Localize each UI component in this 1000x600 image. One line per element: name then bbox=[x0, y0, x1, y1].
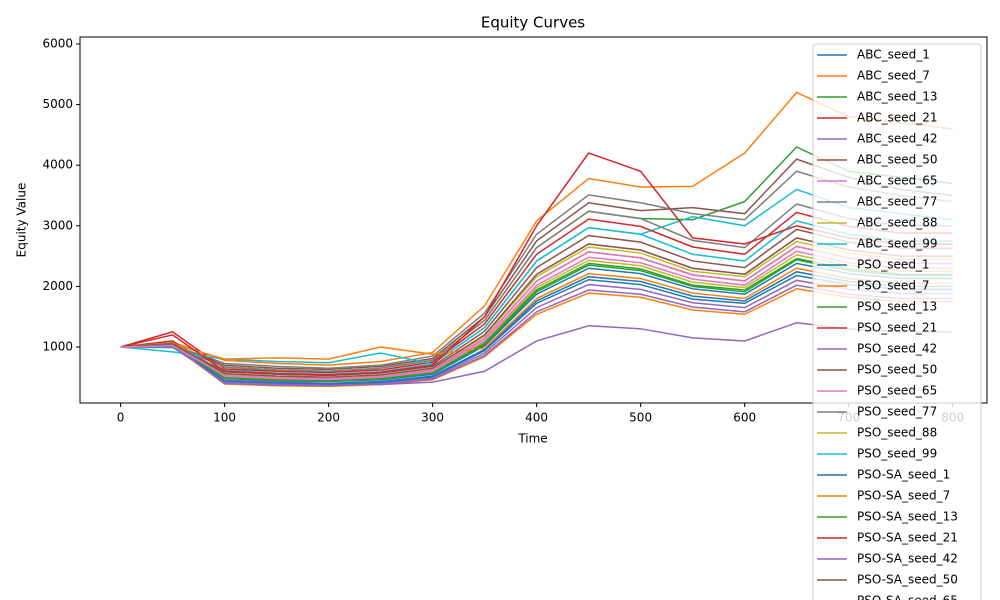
y-tick-label: 2000 bbox=[42, 279, 73, 293]
legend-label: PSO-SA_seed_21 bbox=[857, 531, 958, 545]
y-tick-label: 5000 bbox=[42, 97, 73, 111]
legend-label: PSO_seed_13 bbox=[857, 300, 937, 314]
x-tick-label: 400 bbox=[525, 411, 548, 425]
legend-label: PSO_seed_50 bbox=[857, 363, 937, 377]
legend-label: PSO_seed_7 bbox=[857, 279, 930, 293]
legend-label: PSO_seed_88 bbox=[857, 426, 937, 440]
legend-label: ABC_seed_50 bbox=[857, 153, 938, 167]
y-tick-label: 1000 bbox=[42, 340, 73, 354]
legend-label: ABC_seed_1 bbox=[857, 48, 930, 62]
legend-box bbox=[812, 43, 982, 600]
legend-label: PSO-SA_seed_50 bbox=[857, 573, 958, 587]
x-tick-label: 500 bbox=[629, 411, 652, 425]
x-axis-label: Time bbox=[517, 432, 547, 446]
legend-label: PSO_seed_65 bbox=[857, 384, 937, 398]
y-tick-label: 4000 bbox=[42, 158, 73, 172]
legend-label: PSO-SA_seed_13 bbox=[857, 510, 958, 524]
legend-label: PSO_seed_21 bbox=[857, 321, 937, 335]
y-tick-label: 3000 bbox=[42, 218, 73, 232]
y-axis-label: Equity Value bbox=[15, 183, 29, 258]
x-tick-label: 600 bbox=[733, 411, 756, 425]
legend: ABC_seed_1 ABC_seed_7 ABC_seed_13 ABC_seed_… bbox=[812, 43, 982, 600]
y-tick-label: 6000 bbox=[42, 36, 73, 50]
legend-label: PSO-SA_seed_42 bbox=[857, 552, 958, 566]
x-tick-label: 300 bbox=[421, 411, 444, 425]
legend-label: ABC_seed_13 bbox=[857, 90, 938, 104]
legend-label: ABC_seed_7 bbox=[857, 69, 930, 83]
legend-label: ABC_seed_77 bbox=[857, 195, 938, 209]
chart-title: Equity Curves bbox=[481, 14, 585, 32]
legend-label: PSO_seed_1 bbox=[857, 258, 930, 272]
legend-label: ABC_seed_42 bbox=[857, 132, 938, 146]
x-tick-label: 100 bbox=[213, 411, 236, 425]
legend-label: ABC_seed_88 bbox=[857, 216, 938, 230]
legend-label: ABC_seed_21 bbox=[857, 111, 938, 125]
axes-frame bbox=[79, 36, 988, 404]
x-tick-label: 200 bbox=[317, 411, 340, 425]
legend-label: PSO_seed_99 bbox=[857, 447, 937, 461]
legend-label: PSO_seed_77 bbox=[857, 405, 937, 419]
legend-label: PSO_seed_42 bbox=[857, 342, 937, 356]
x-tick-label: 0 bbox=[117, 411, 125, 425]
legend-label: ABC_seed_99 bbox=[857, 237, 938, 251]
legend-label: PSO-SA_seed_65 bbox=[857, 594, 958, 600]
legend-label: ABC_seed_65 bbox=[857, 174, 938, 188]
legend-label: PSO-SA_seed_7 bbox=[857, 489, 950, 503]
legend-label: PSO-SA_seed_1 bbox=[857, 468, 950, 482]
